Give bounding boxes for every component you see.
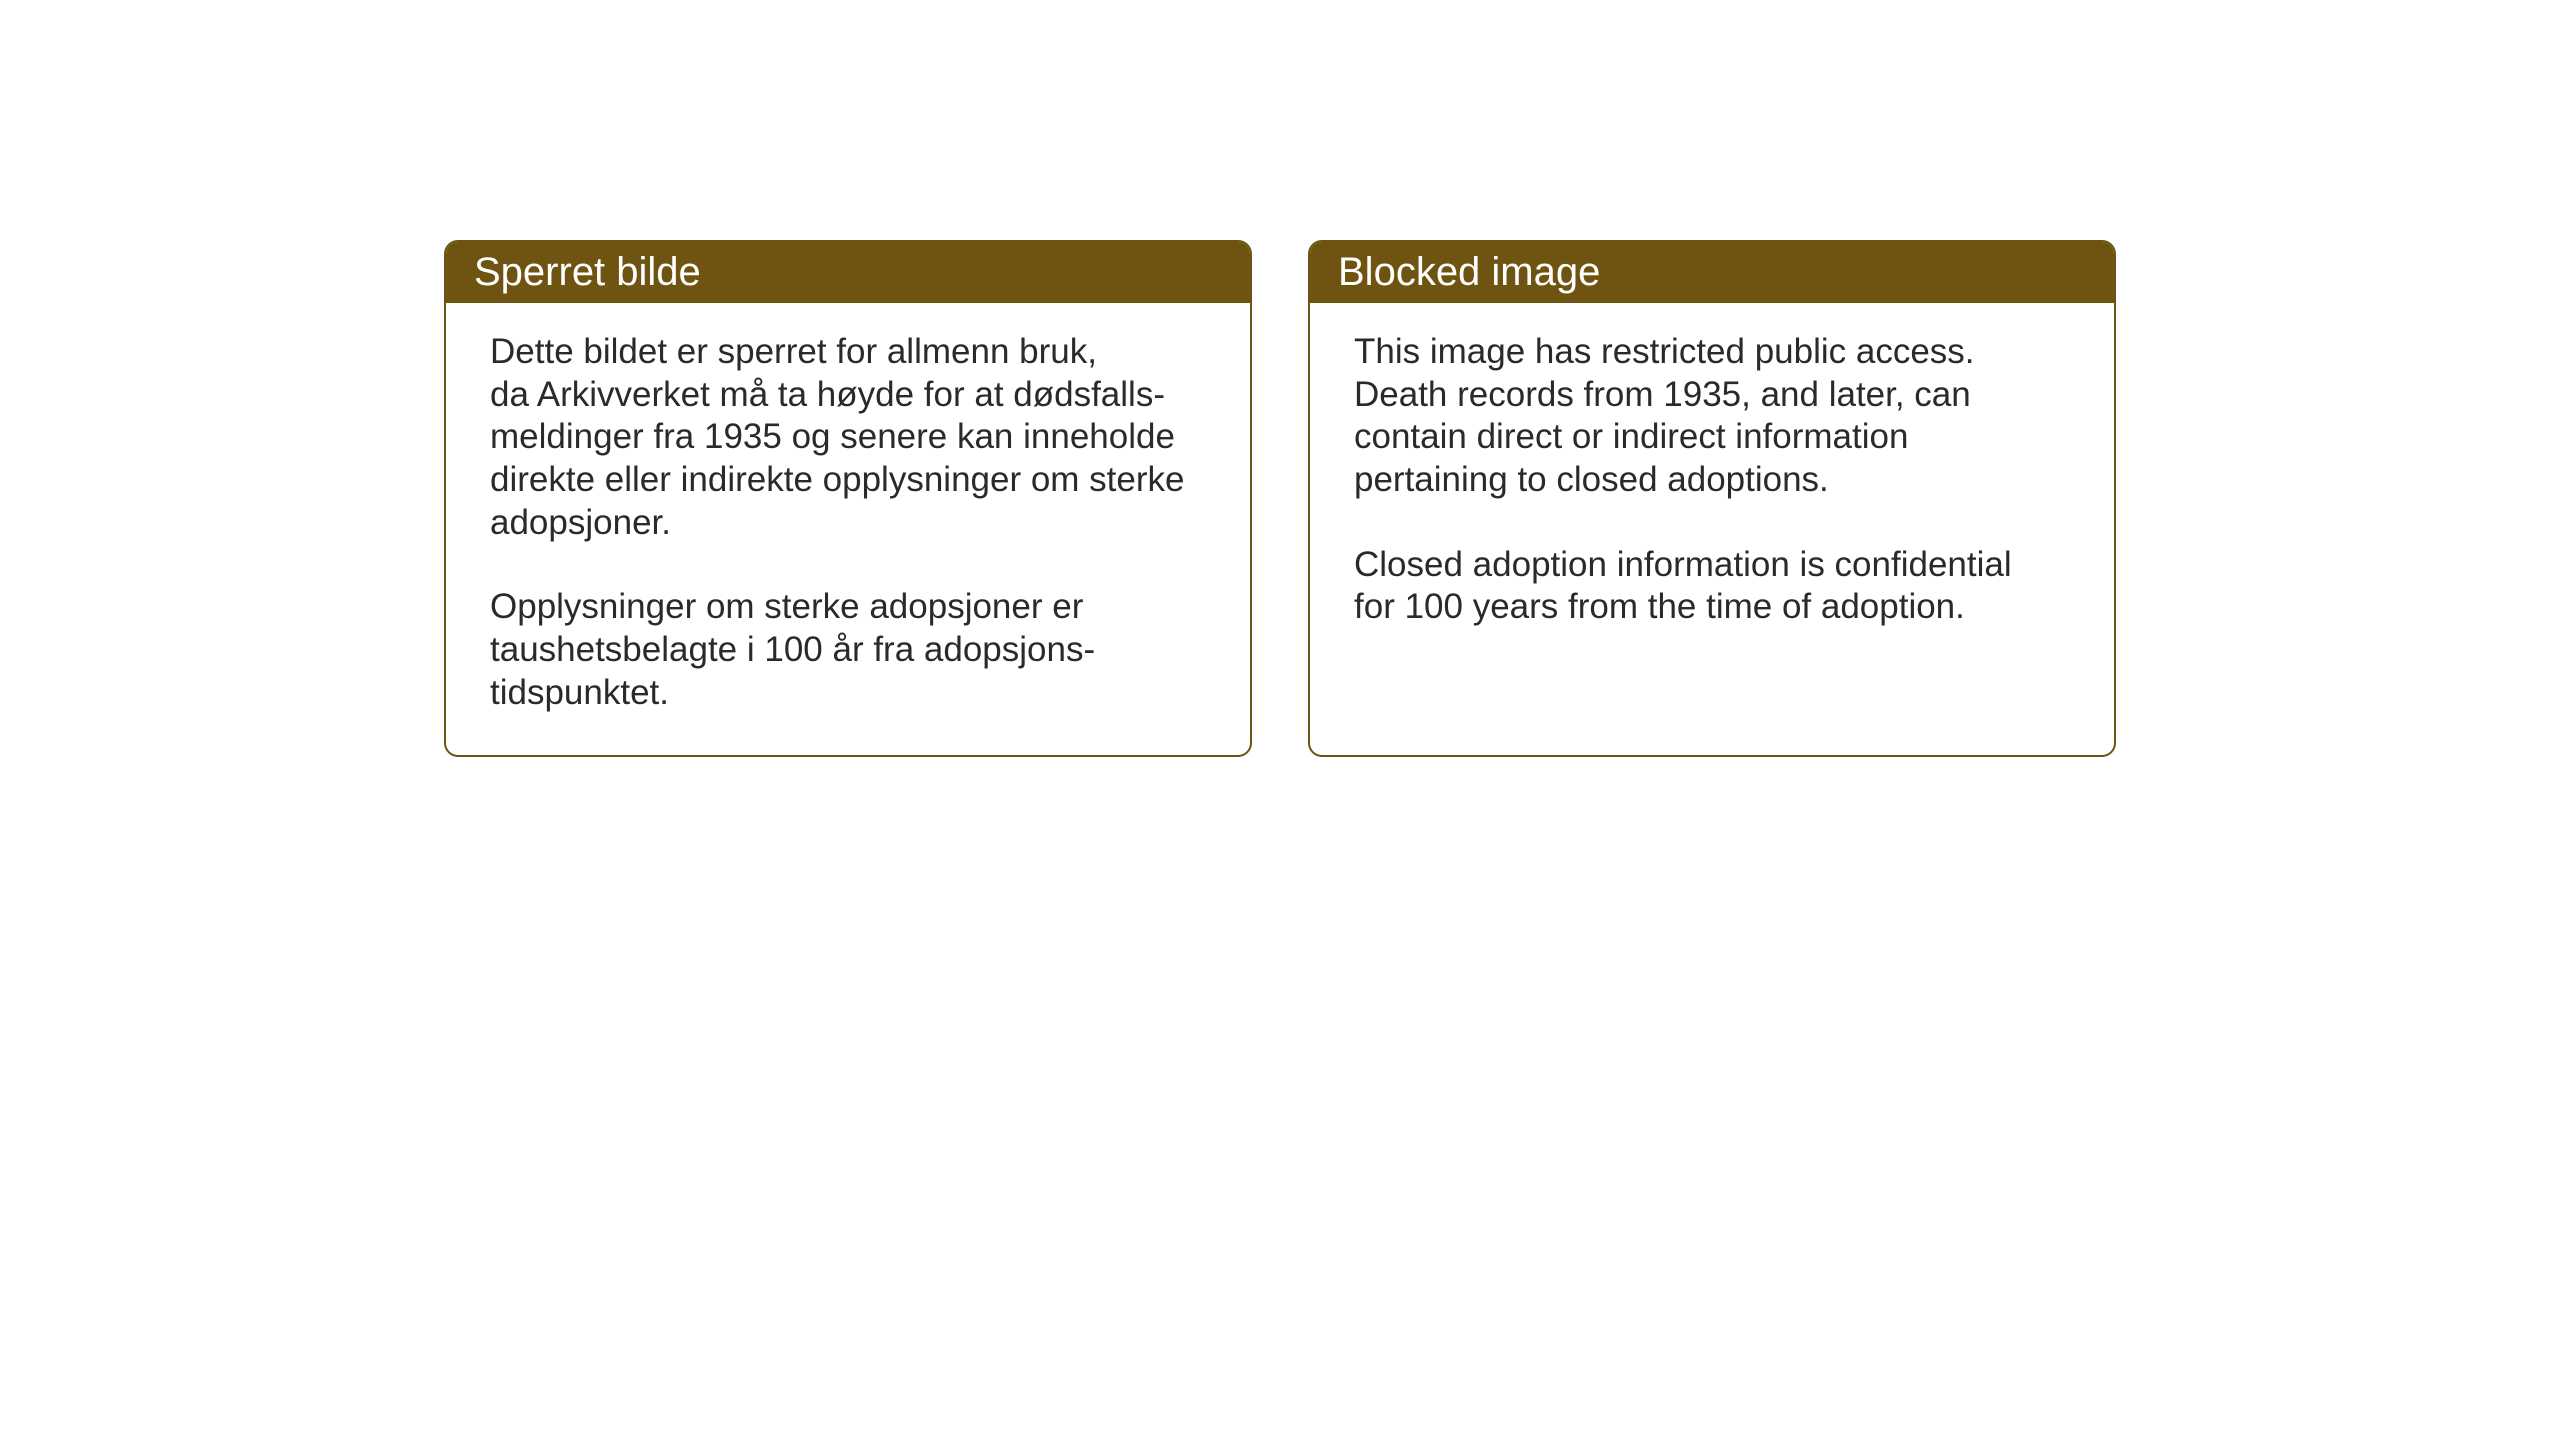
notice-card-english: Blocked image This image has restricted … [1308, 240, 2116, 757]
card-header-english: Blocked image [1310, 242, 2114, 303]
card-title-norwegian: Sperret bilde [474, 250, 701, 294]
notice-container: Sperret bilde Dette bildet er sperret fo… [444, 240, 2116, 757]
card-title-english: Blocked image [1338, 250, 1600, 294]
card-paragraph-english-1: This image has restricted public access.… [1354, 331, 2070, 502]
notice-card-norwegian: Sperret bilde Dette bildet er sperret fo… [444, 240, 1252, 757]
card-header-norwegian: Sperret bilde [446, 242, 1250, 303]
card-paragraph-english-2: Closed adoption information is confident… [1354, 544, 2070, 629]
card-paragraph-norwegian-1: Dette bildet er sperret for allmenn bruk… [490, 331, 1206, 544]
card-body-english: This image has restricted public access.… [1310, 303, 2114, 669]
card-body-norwegian: Dette bildet er sperret for allmenn bruk… [446, 303, 1250, 755]
card-paragraph-norwegian-2: Opplysninger om sterke adopsjoner er tau… [490, 586, 1206, 714]
